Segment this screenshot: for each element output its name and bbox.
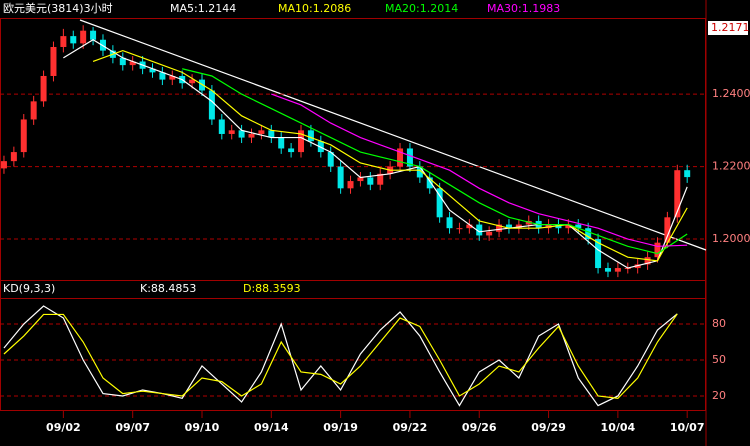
candle-body bbox=[456, 228, 463, 230]
x-tick-label: 09/02 bbox=[46, 421, 81, 434]
x-tick-label: 10/04 bbox=[601, 421, 636, 434]
legend-entry: K:88.4853 bbox=[140, 282, 196, 295]
candle-body bbox=[565, 224, 572, 229]
candle-body bbox=[505, 224, 512, 229]
candle-body bbox=[664, 217, 671, 243]
x-tick-label: 09/29 bbox=[531, 421, 566, 434]
series-line bbox=[271, 93, 688, 247]
candle-body bbox=[189, 79, 196, 84]
candle-body bbox=[595, 239, 602, 269]
candle-body bbox=[268, 130, 275, 138]
series-line bbox=[63, 39, 688, 269]
x-tick-label: 09/19 bbox=[323, 421, 358, 434]
candle-body bbox=[446, 217, 453, 229]
candle-body bbox=[278, 137, 285, 149]
current-price-box bbox=[708, 21, 748, 35]
candle-body bbox=[60, 36, 67, 47]
candle-body bbox=[0, 161, 7, 169]
candle-body bbox=[486, 231, 493, 236]
y-tick-label: 1.2400 bbox=[712, 87, 750, 100]
candle-body bbox=[80, 30, 87, 44]
candle-body bbox=[119, 57, 126, 66]
x-tick-label: 09/26 bbox=[462, 421, 497, 434]
x-tick-label: 10/07 bbox=[670, 421, 705, 434]
candle-body bbox=[585, 228, 592, 240]
candle-body bbox=[406, 148, 413, 167]
candle-body bbox=[288, 148, 295, 153]
y-tick-label: 50 bbox=[712, 353, 726, 366]
candle-body bbox=[228, 130, 235, 134]
candle-body bbox=[347, 181, 354, 189]
candle-body bbox=[90, 30, 97, 40]
candle-body bbox=[357, 177, 364, 182]
candle-body bbox=[674, 170, 681, 218]
candle-body bbox=[436, 188, 443, 218]
y-tick-label: 1.2200 bbox=[712, 160, 750, 173]
candle-body bbox=[476, 224, 483, 236]
candle-body bbox=[604, 268, 611, 272]
candle-body bbox=[575, 224, 582, 229]
candle-body bbox=[238, 130, 245, 138]
x-tick-label: 09/22 bbox=[393, 421, 428, 434]
chart-title: 欧元美元(3814)3小时 bbox=[3, 2, 113, 15]
candle-body bbox=[50, 46, 57, 76]
y-tick-label: 20 bbox=[712, 389, 726, 402]
legend-entry: MA5:1.2144 bbox=[170, 2, 236, 15]
candle-body bbox=[298, 130, 305, 153]
candle-body bbox=[416, 166, 423, 178]
candle-body bbox=[129, 61, 136, 66]
candle-body bbox=[307, 130, 314, 142]
series-line bbox=[92, 49, 688, 262]
candle-body bbox=[248, 133, 255, 138]
trend-line bbox=[79, 19, 707, 251]
legend-entry: MA10:1.2086 bbox=[278, 2, 351, 15]
candle-body bbox=[496, 224, 503, 232]
candle-body bbox=[426, 177, 433, 189]
candle-body bbox=[40, 75, 47, 102]
candle-body bbox=[149, 68, 156, 73]
candle-body bbox=[208, 90, 215, 120]
candle-body bbox=[614, 268, 621, 272]
candle-body bbox=[654, 242, 661, 258]
candle-body bbox=[258, 130, 265, 134]
x-tick-label: 09/10 bbox=[185, 421, 220, 434]
candle-body bbox=[377, 173, 384, 185]
y-tick-label: 80 bbox=[712, 317, 726, 330]
candle-body bbox=[169, 75, 176, 80]
y-tick-label: 1.2000 bbox=[712, 232, 750, 245]
x-tick-label: 09/07 bbox=[115, 421, 150, 434]
series-line bbox=[3, 305, 678, 407]
candle-body bbox=[70, 36, 77, 44]
legend-entry: D:88.3593 bbox=[243, 282, 301, 295]
current-price: 1.2171 bbox=[711, 21, 750, 34]
legend-entry: MA20:1.2014 bbox=[385, 2, 458, 15]
candle-body bbox=[367, 177, 374, 185]
kd-title: KD(9,3,3) bbox=[3, 282, 55, 295]
candle-body bbox=[684, 170, 691, 178]
candle-body bbox=[337, 166, 344, 189]
candle-body bbox=[159, 72, 166, 80]
kd-header-frame bbox=[0, 280, 706, 299]
candle-body bbox=[218, 119, 225, 134]
series-line bbox=[182, 68, 688, 255]
candle-body bbox=[644, 257, 651, 265]
legend-entry: MA30:1.1983 bbox=[487, 2, 560, 15]
candle-body bbox=[30, 101, 37, 120]
candle-body bbox=[327, 152, 334, 167]
series-line bbox=[3, 313, 678, 399]
x-tick-label: 09/14 bbox=[254, 421, 289, 434]
candle-body bbox=[466, 224, 473, 229]
candle-body bbox=[20, 119, 27, 153]
candle-body bbox=[10, 152, 17, 162]
candle-body bbox=[397, 148, 404, 167]
